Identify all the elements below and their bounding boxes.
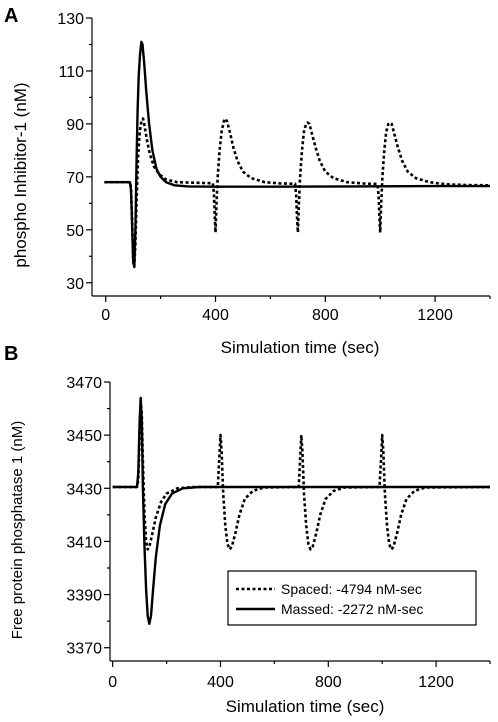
panel-a-chart: A phospho Inhibitor-1 (nM) Simulation ti… xyxy=(4,5,491,357)
panel-a-y-tick-label: 70 xyxy=(66,170,84,187)
legend-spaced-label: Spaced: -4794 nM-sec xyxy=(281,581,422,597)
panel-a-series-spaced xyxy=(104,117,491,269)
legend-frame xyxy=(227,570,477,626)
panel-b-x-tick-label: 1200 xyxy=(418,674,454,691)
panel-b-y-tick-label: 3390 xyxy=(66,588,102,605)
panel-a-y-axis-label: phospho Inhibitor-1 (nM) xyxy=(11,82,30,267)
panel-b-y-tick-label: 3470 xyxy=(66,375,102,392)
panel-a-x-tick-label: 800 xyxy=(312,307,339,324)
panel-b-y-tick-label: 3410 xyxy=(66,534,102,551)
panel-b-x-axis-label: Simulation time (sec) xyxy=(226,697,385,716)
panel-a-y-tick-label: 90 xyxy=(66,117,84,134)
panel-b-letter: B xyxy=(4,343,18,365)
panel-b-series-spaced xyxy=(112,399,491,551)
panel-b-chart: B Free protein phosphatase 1 (nM) Simula… xyxy=(4,343,491,716)
panel-b-series-massed xyxy=(112,396,490,625)
panel-b-x-tick-label: 400 xyxy=(207,674,234,691)
panel-a-x-tick-label: 400 xyxy=(202,307,229,324)
panel-a-series-massed xyxy=(104,40,490,269)
panel-b-y-axis-label: Free protein phosphatase 1 (nM) xyxy=(9,421,26,639)
panel-b-legend: Spaced: -4794 nM-sec Massed: -2272 nM-se… xyxy=(227,570,477,626)
panel-b-x-tick-label: 800 xyxy=(315,674,342,691)
panel-a-x-axis-label: Simulation time (sec) xyxy=(221,338,380,357)
panel-b-x-tick-label: 0 xyxy=(108,674,117,691)
panel-a-letter: A xyxy=(4,5,18,27)
legend-massed-label: Massed: -2272 nM-sec xyxy=(281,601,423,617)
panel-a-y-tick-label: 130 xyxy=(57,11,84,28)
panel-b-y-tick-label: 3370 xyxy=(66,641,102,658)
panel-a-x-tick-label: 0 xyxy=(101,307,110,324)
panel-a-y-tick-label: 110 xyxy=(58,64,84,81)
panel-a-x-tick-label: 1200 xyxy=(417,307,453,324)
panel-a-y-tick-label: 50 xyxy=(66,223,84,240)
panel-a-y-tick-label: 30 xyxy=(66,276,84,293)
panel-b-y-tick-label: 3430 xyxy=(66,481,102,498)
panel-b-y-tick-label: 3450 xyxy=(66,428,102,445)
